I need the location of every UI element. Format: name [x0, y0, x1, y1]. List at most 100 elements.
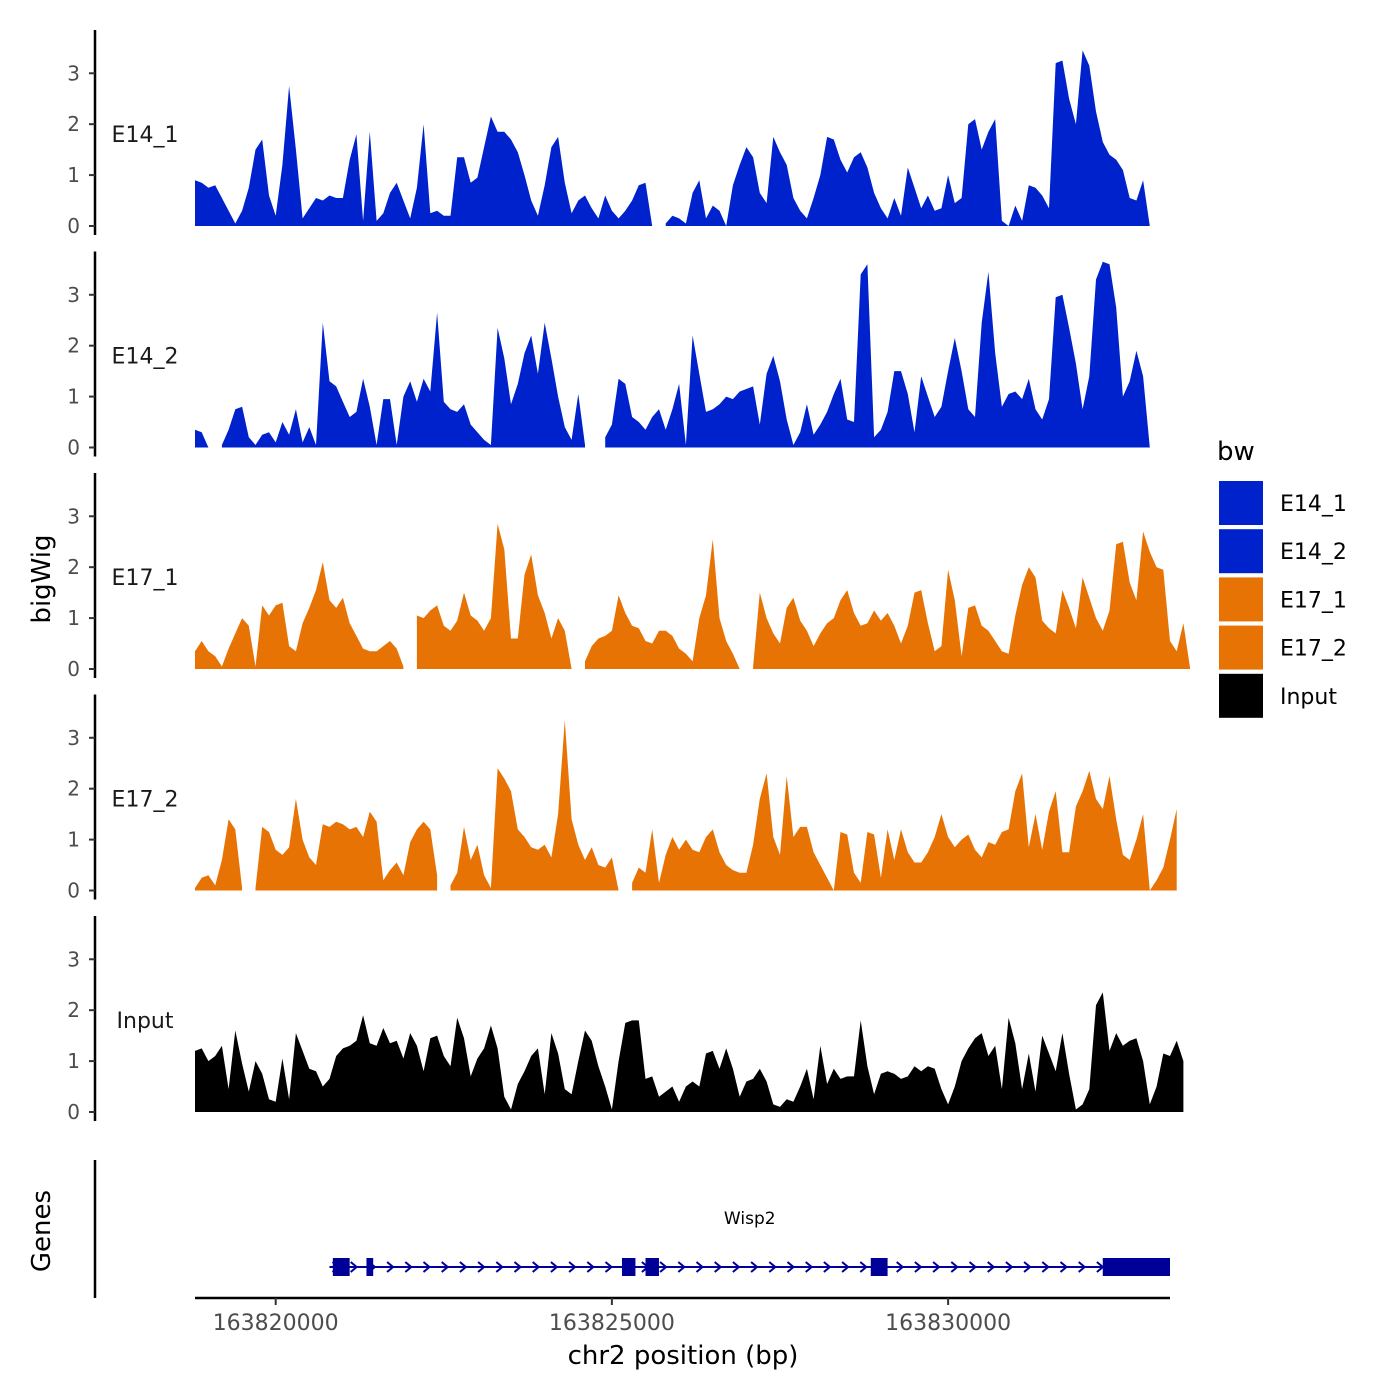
strand-arrow: [805, 1261, 814, 1273]
track-Input: 0 1 2 3 Input: [67, 916, 1184, 1124]
track-E17_2: 0 1 2 3 E17_2: [67, 694, 1177, 903]
gene-name-label: Wisp2: [724, 1209, 776, 1229]
signal-area-E17_1: [416, 523, 572, 669]
track-label: E17_1: [112, 566, 179, 591]
strand-arrow: [568, 1261, 577, 1273]
strand-arrow: [1078, 1261, 1087, 1273]
signal-area-E17_2: [255, 798, 438, 891]
y-tick-label: 2: [67, 777, 80, 801]
strand-arrow: [786, 1261, 796, 1273]
strand-arrow: [604, 1261, 614, 1273]
gene-exon: [870, 1258, 888, 1276]
strand-arrow: [422, 1261, 432, 1273]
signal-area-E14_1: [665, 50, 1150, 227]
y-tick-label: 3: [67, 947, 80, 971]
legend-key-Input: [1219, 673, 1263, 718]
strand-arrow: [823, 1261, 832, 1273]
track-label: E17_2: [112, 788, 179, 813]
legend-key-E14_2: [1219, 529, 1263, 574]
y-tick-label: 1: [67, 606, 80, 630]
strand-arrow: [1005, 1261, 1014, 1273]
legend-title: bw: [1217, 437, 1255, 467]
legend: bw E14_1 E14_2 E17_1 E17_2 Input: [1217, 437, 1347, 718]
gene-exon: [621, 1258, 636, 1276]
y-tick-label: 1: [67, 163, 80, 187]
signal-area-E14_2: [195, 429, 209, 448]
strand-arrow: [859, 1261, 868, 1273]
track-label: E14_1: [112, 123, 179, 148]
strand-arrow: [586, 1261, 595, 1273]
y-tick-label: 0: [67, 657, 80, 681]
gene-exon: [645, 1258, 659, 1276]
strand-arrow: [1023, 1261, 1032, 1273]
legend-key-E17_2: [1219, 625, 1263, 670]
y-tick-label: 0: [67, 1100, 80, 1124]
y-tick-label: 3: [67, 504, 80, 528]
x-tick-label: 163820000: [213, 1311, 339, 1336]
x-axis: 163820000 163825000 163830000: [195, 1296, 1170, 1336]
legend-label: Input: [1280, 685, 1337, 710]
y-tick-label: 2: [67, 998, 80, 1022]
signal-area-E14_1: [195, 86, 653, 226]
strand-arrow: [932, 1261, 941, 1273]
signal-area-E17_2: [632, 770, 1177, 891]
strand-arrow: [459, 1261, 468, 1273]
strand-arrow: [695, 1261, 705, 1273]
strand-arrow: [404, 1261, 413, 1273]
strand-arrow: [441, 1261, 450, 1273]
y-tick-label: 2: [67, 112, 80, 136]
strand-arrow: [386, 1261, 395, 1273]
y-tick-label: 3: [67, 283, 80, 307]
signal-area-E14_2: [221, 312, 585, 448]
y-tick-label: 2: [67, 334, 80, 358]
track-E17_1: 0 1 2 3 E17_1: [67, 473, 1191, 681]
gene-exon: [366, 1258, 374, 1276]
signal-area-E14_2: [605, 261, 1150, 448]
y-tick-label: 0: [67, 879, 80, 903]
y-tick-label: 3: [67, 61, 80, 85]
strand-arrow: [532, 1261, 541, 1273]
y-tick-label: 3: [67, 726, 80, 750]
y-tick-label: 1: [67, 1049, 80, 1073]
x-tick-label: 163825000: [549, 1311, 675, 1336]
legend-label: E17_1: [1280, 588, 1347, 613]
strand-arrow: [896, 1261, 905, 1273]
legend-key-E14_1: [1219, 481, 1263, 525]
signal-area-E17_1: [195, 562, 404, 669]
y-tick-label: 1: [67, 385, 80, 409]
legend-label: E14_2: [1280, 540, 1347, 565]
signal-area-E17_1: [585, 539, 740, 669]
gene-Wisp2: Wisp2: [329, 1209, 1170, 1276]
y-tick-label: 0: [67, 214, 80, 238]
track-E14_1: 0 1 2 3 E14_1: [67, 30, 1150, 238]
y-tick-label: 2: [67, 555, 80, 579]
gene-exon: [1102, 1258, 1170, 1276]
strand-arrow: [768, 1261, 777, 1273]
strand-arrow: [1041, 1261, 1050, 1273]
track-label: Input: [117, 1009, 174, 1034]
strand-arrow: [477, 1261, 486, 1273]
strand-arrow: [987, 1261, 996, 1273]
strand-arrow: [550, 1261, 559, 1273]
signal-area-E17_2: [450, 720, 619, 891]
legend-label: E14_1: [1280, 492, 1347, 517]
track-E14_2: 0 1 2 3 E14_2: [67, 251, 1150, 460]
signal-area-Input: [195, 992, 1184, 1112]
strand-arrow: [1059, 1261, 1069, 1273]
signal-area-E17_2: [195, 819, 243, 891]
strand-arrow: [750, 1261, 759, 1273]
strand-arrow: [841, 1261, 850, 1273]
strand-arrow: [350, 1261, 359, 1273]
x-axis-title: chr2 position (bp): [568, 1341, 799, 1371]
strand-arrow: [950, 1261, 959, 1273]
x-tick-label: 163830000: [885, 1311, 1011, 1336]
strand-arrow: [714, 1261, 723, 1273]
legend-label: E17_2: [1280, 637, 1347, 662]
y-tick-label: 0: [67, 436, 80, 460]
gene-track: Wisp2: [93, 1160, 1170, 1298]
track-label: E14_2: [112, 345, 179, 370]
strand-arrow: [495, 1261, 504, 1273]
y-tick-label: 1: [67, 828, 80, 852]
strand-arrow: [914, 1261, 923, 1273]
